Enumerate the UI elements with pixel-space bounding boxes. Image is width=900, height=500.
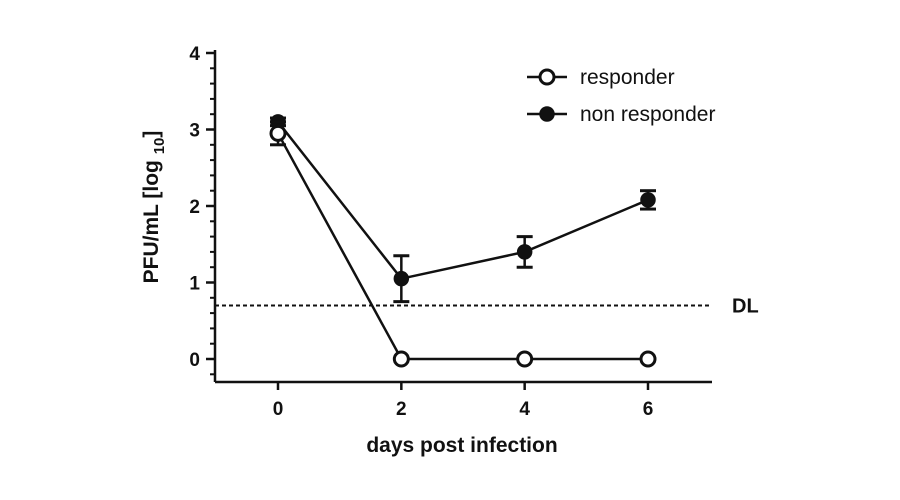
x-axis-title: days post infection: [366, 434, 557, 457]
y-tick-label: 3: [189, 121, 200, 142]
series-group: [269, 114, 657, 368]
axes: 0 1 2 3 4 0 2 4 6: [189, 44, 712, 420]
series-line: [276, 132, 648, 361]
detection-limit: DL: [215, 295, 759, 317]
series-non-responder: [270, 114, 656, 304]
data-point: [516, 244, 533, 260]
data-point: [640, 192, 656, 208]
y-tick-label: 1: [189, 274, 200, 295]
series-responder: [269, 120, 657, 368]
x-tick-label: 2: [396, 399, 407, 420]
data-point: [392, 350, 410, 368]
legend-label: non responder: [580, 103, 715, 126]
data-point: [639, 350, 657, 368]
legend-label: responder: [580, 66, 675, 89]
y-tick-label: 0: [189, 350, 200, 371]
x-tick-label: 6: [643, 399, 654, 420]
series-line: [277, 121, 649, 281]
x-tick-label: 0: [273, 399, 284, 420]
y-tick-label: 2: [189, 197, 200, 218]
legend-marker: [539, 106, 555, 122]
y-axis-title: PFU/mL [log 10]: [140, 131, 168, 284]
data-point: [269, 124, 287, 142]
data-point: [393, 270, 410, 287]
legend-item: non responder: [527, 103, 715, 126]
data-point: [516, 350, 534, 368]
legend-item: responder: [527, 66, 675, 89]
legend: responder non responder: [527, 66, 715, 126]
x-tick-label: 4: [519, 399, 530, 420]
y-tick-label: 4: [189, 44, 200, 65]
detection-limit-label: DL: [732, 295, 759, 317]
legend-marker: [538, 68, 556, 86]
